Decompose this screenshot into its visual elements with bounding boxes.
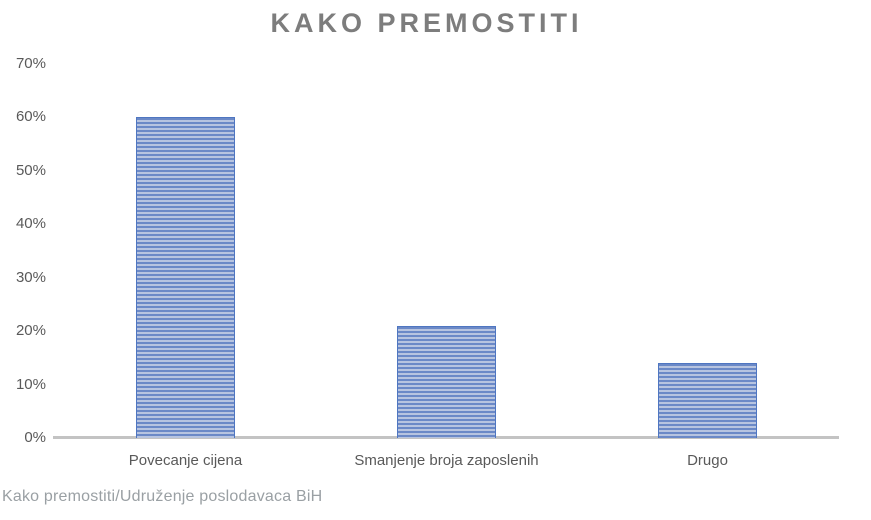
bar-povecanje-cijena	[136, 117, 235, 438]
bar-smanjenje-broja-zaposlenih	[397, 325, 496, 438]
bar-drugo	[658, 363, 757, 438]
x-axis-category-label: Drugo	[687, 452, 728, 469]
y-axis-tick-label: 60%	[15, 108, 46, 126]
x-axis-category-label: Smanjenje broja zaposlenih	[354, 452, 539, 469]
y-axis-tick-label: 70%	[15, 55, 46, 72]
y-axis-tick-label: 0%	[24, 429, 46, 446]
y-axis-tick-label: 10%	[15, 375, 46, 393]
y-axis-tick-label: 20%	[15, 322, 46, 340]
chart-title: KAKO PREMOSTITI	[270, 8, 583, 38]
x-axis-category-label: Povecanje cijena	[128, 452, 243, 469]
y-axis-tick-label: 50%	[15, 161, 46, 179]
source-caption: Kako premostiti/Udruženje poslodavaca Bi…	[2, 488, 323, 505]
y-axis-tick-label: 30%	[15, 268, 46, 286]
y-axis-tick-label: 40%	[15, 215, 46, 233]
